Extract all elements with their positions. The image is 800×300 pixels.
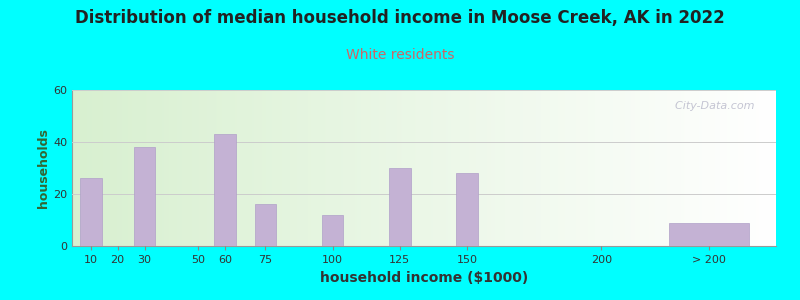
Text: White residents: White residents	[346, 48, 454, 62]
Text: City-Data.com: City-Data.com	[668, 101, 755, 111]
Bar	[669, 223, 749, 246]
Bar	[389, 168, 410, 246]
Bar	[214, 134, 236, 246]
Y-axis label: households: households	[38, 128, 50, 208]
Text: Distribution of median household income in Moose Creek, AK in 2022: Distribution of median household income …	[75, 9, 725, 27]
Bar	[322, 215, 343, 246]
Bar	[80, 178, 102, 246]
X-axis label: household income ($1000): household income ($1000)	[320, 271, 528, 285]
Bar	[254, 204, 276, 246]
Bar	[134, 147, 155, 246]
Bar	[456, 173, 478, 246]
